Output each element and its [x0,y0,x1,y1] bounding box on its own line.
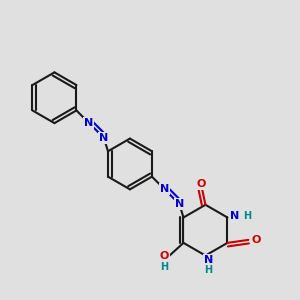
Text: N: N [230,211,239,221]
Text: O: O [159,251,169,261]
Text: N: N [160,184,169,194]
Text: N: N [84,118,93,128]
Text: H: H [204,265,212,275]
Text: N: N [99,133,109,143]
Text: O: O [196,179,206,189]
Text: H: H [160,262,168,272]
Text: N: N [175,199,184,209]
Text: O: O [251,235,260,245]
Text: N: N [204,255,213,265]
Text: H: H [243,211,251,221]
